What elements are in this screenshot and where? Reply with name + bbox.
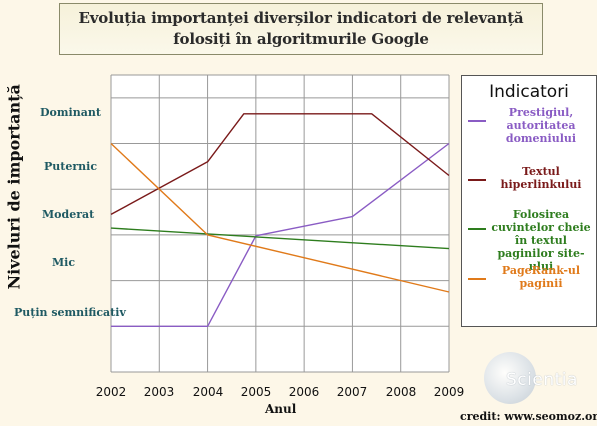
y-axis-title: Niveluri de importanță [4, 84, 24, 290]
x-tick-label: 2007 [336, 385, 368, 399]
scientia-logo-icon [484, 352, 536, 404]
x-tick-label: 2002 [95, 385, 127, 399]
x-tick-label: 2006 [288, 385, 320, 399]
y-level-label-dominant: Dominant [40, 106, 101, 119]
chart-title-line-1: Evoluția importanței diverșilor indicato… [78, 9, 524, 27]
x-tick-label: 2004 [192, 385, 224, 399]
y-level-label-moderat: Moderat [42, 208, 95, 221]
legend-label: PageRank-ul paginii [501, 264, 581, 290]
scientia-logo-text: Scientia [506, 370, 578, 390]
credit-text: credit: www.seomoz.org [460, 410, 597, 423]
legend-label: Textul hiperlinkului [500, 165, 582, 191]
legend-swatch [468, 179, 486, 181]
y-level-label-puternic: Puternic [44, 160, 98, 173]
series-line-0 [111, 142, 450, 327]
legend-label: Prestigiul, autoritatea domeniului [505, 106, 577, 145]
legend-swatch [468, 120, 486, 122]
y-level-label-mic: Mic [52, 256, 76, 269]
plot-area [111, 75, 449, 372]
x-axis-title: Anul [265, 402, 297, 416]
x-tick-label: 2008 [385, 385, 417, 399]
series-line-3 [110, 142, 450, 293]
chart-title-line-2: folosiți în algoritmurile Google [173, 30, 429, 48]
chart-title-box: Evoluția importanței diverșilor indicato… [59, 3, 543, 55]
x-tick-label: 2003 [143, 385, 175, 399]
series-line-1 [110, 113, 450, 216]
y-level-label-putin-semnificativ: Puțin semnificativ [14, 306, 126, 319]
x-tick-label: 2009 [433, 385, 465, 399]
legend-title: Indicatori [489, 82, 569, 102]
legend-swatch [468, 228, 486, 230]
x-tick-label: 2005 [240, 385, 272, 399]
legend-swatch [468, 278, 486, 280]
legend-label: Folosirea cuvintelor cheie în textul pag… [491, 208, 591, 273]
series-line-2 [110, 227, 450, 250]
legend: Indicatori Prestigiul, autoritatea domen… [461, 75, 597, 327]
